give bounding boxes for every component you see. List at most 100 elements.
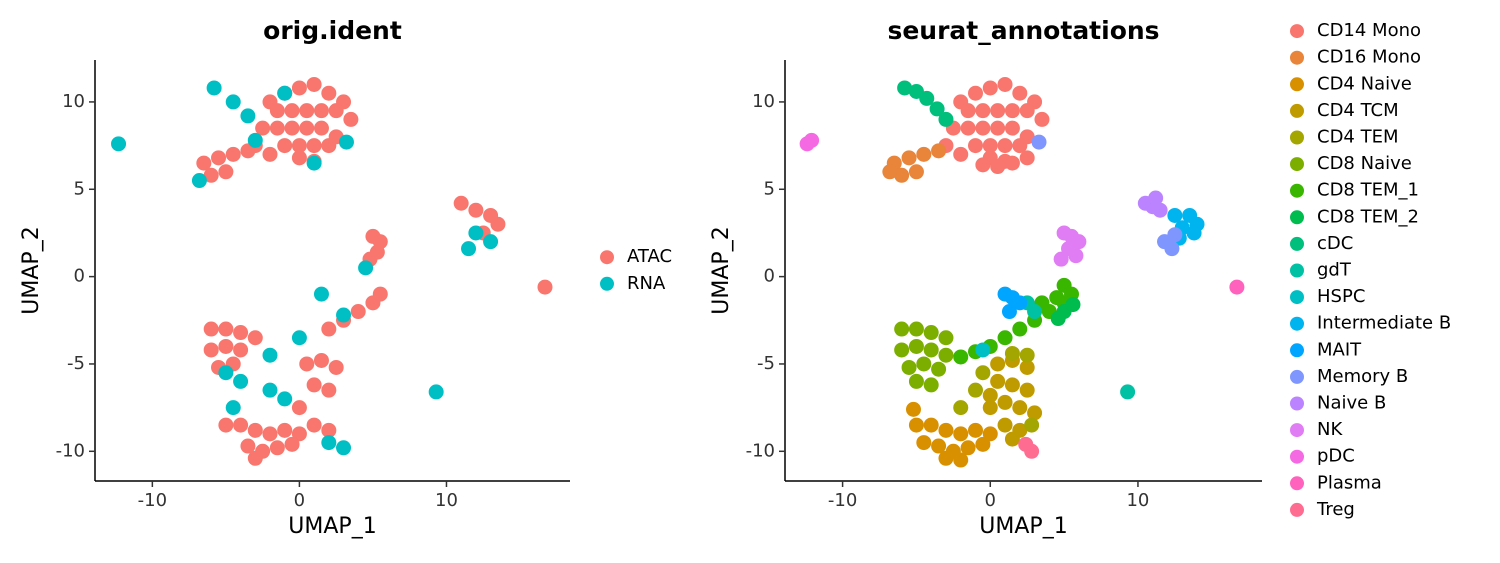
point: [968, 85, 984, 101]
point: [1056, 277, 1072, 293]
point: [1004, 431, 1020, 447]
point: [997, 330, 1013, 346]
legend-marker: [1290, 183, 1304, 198]
legend-marker: [1290, 476, 1304, 491]
point: [321, 321, 337, 337]
point: [894, 342, 910, 358]
point: [1012, 321, 1028, 337]
point: [997, 417, 1013, 433]
point: [1019, 382, 1035, 398]
point: [916, 435, 932, 451]
legend-marker: [1290, 423, 1304, 438]
point: [990, 159, 1006, 175]
point: [908, 373, 924, 389]
point: [277, 85, 293, 101]
point: [284, 120, 300, 136]
point: [982, 400, 998, 416]
y-tick-label: -10: [746, 440, 775, 461]
point: [299, 120, 315, 136]
point: [1012, 138, 1028, 154]
point: [1004, 155, 1020, 171]
legend-marker: [1290, 157, 1304, 172]
point: [233, 417, 249, 433]
point: [923, 342, 939, 358]
point: [908, 164, 924, 180]
x-tick-label: 0: [985, 490, 996, 511]
point: [982, 426, 998, 442]
point: [929, 101, 945, 117]
point: [923, 417, 939, 433]
y-tick-label: 10: [752, 91, 775, 112]
point: [291, 426, 307, 442]
point: [343, 111, 359, 127]
point: [247, 330, 263, 346]
point: [931, 143, 947, 159]
point: [313, 120, 329, 136]
point: [975, 342, 991, 358]
point: [203, 342, 219, 358]
point: [997, 138, 1013, 154]
point: [919, 90, 935, 106]
point: [1004, 377, 1020, 393]
point: [894, 321, 910, 337]
point: [313, 103, 329, 119]
legend-label: CD8 TEM_1: [1317, 180, 1419, 201]
point: [975, 365, 991, 381]
legend-marker: [1290, 316, 1304, 331]
point: [990, 373, 1006, 389]
point: [982, 80, 998, 96]
chart-title: orig.ident: [263, 16, 402, 45]
point: [1004, 120, 1020, 136]
point: [908, 321, 924, 337]
y-tick-label: 0: [74, 266, 85, 287]
point: [358, 260, 374, 276]
point: [468, 202, 484, 218]
x-axis-label: UMAP_1: [288, 514, 376, 539]
point: [1167, 207, 1183, 223]
point: [277, 391, 293, 407]
point: [291, 330, 307, 346]
point: [453, 195, 469, 211]
point: [206, 80, 222, 96]
legend-label: CD14 Mono: [1317, 20, 1421, 41]
point: [968, 382, 984, 398]
legend-label: ATAC: [627, 246, 672, 267]
point: [203, 167, 219, 183]
point: [916, 356, 932, 372]
point: [938, 347, 954, 363]
point: [960, 120, 976, 136]
y-tick-label: 5: [74, 178, 85, 199]
point: [1068, 248, 1084, 264]
point: [1152, 202, 1168, 218]
point: [1186, 225, 1202, 241]
point: [908, 417, 924, 433]
legend-label: NK: [1317, 419, 1343, 440]
point: [975, 120, 991, 136]
point: [262, 347, 278, 363]
legend-label: RNA: [627, 273, 666, 294]
point: [269, 440, 285, 456]
point: [1012, 295, 1028, 311]
point: [1001, 304, 1017, 320]
point: [975, 157, 991, 173]
point: [240, 143, 256, 159]
point: [931, 438, 947, 454]
point: [321, 435, 337, 451]
point: [1019, 347, 1035, 363]
point: [196, 155, 212, 171]
point: [938, 450, 954, 466]
point: [262, 146, 278, 162]
point: [338, 134, 354, 150]
point: [1004, 345, 1020, 361]
point: [1027, 405, 1043, 421]
x-tick-label: 10: [435, 490, 458, 511]
point: [299, 103, 315, 119]
point: [247, 422, 263, 438]
point: [997, 76, 1013, 92]
point: [225, 400, 241, 416]
point: [953, 426, 969, 442]
point: [313, 352, 329, 368]
point: [203, 321, 219, 337]
point: [1053, 251, 1069, 267]
legend-label: CD4 TEM: [1317, 127, 1399, 148]
